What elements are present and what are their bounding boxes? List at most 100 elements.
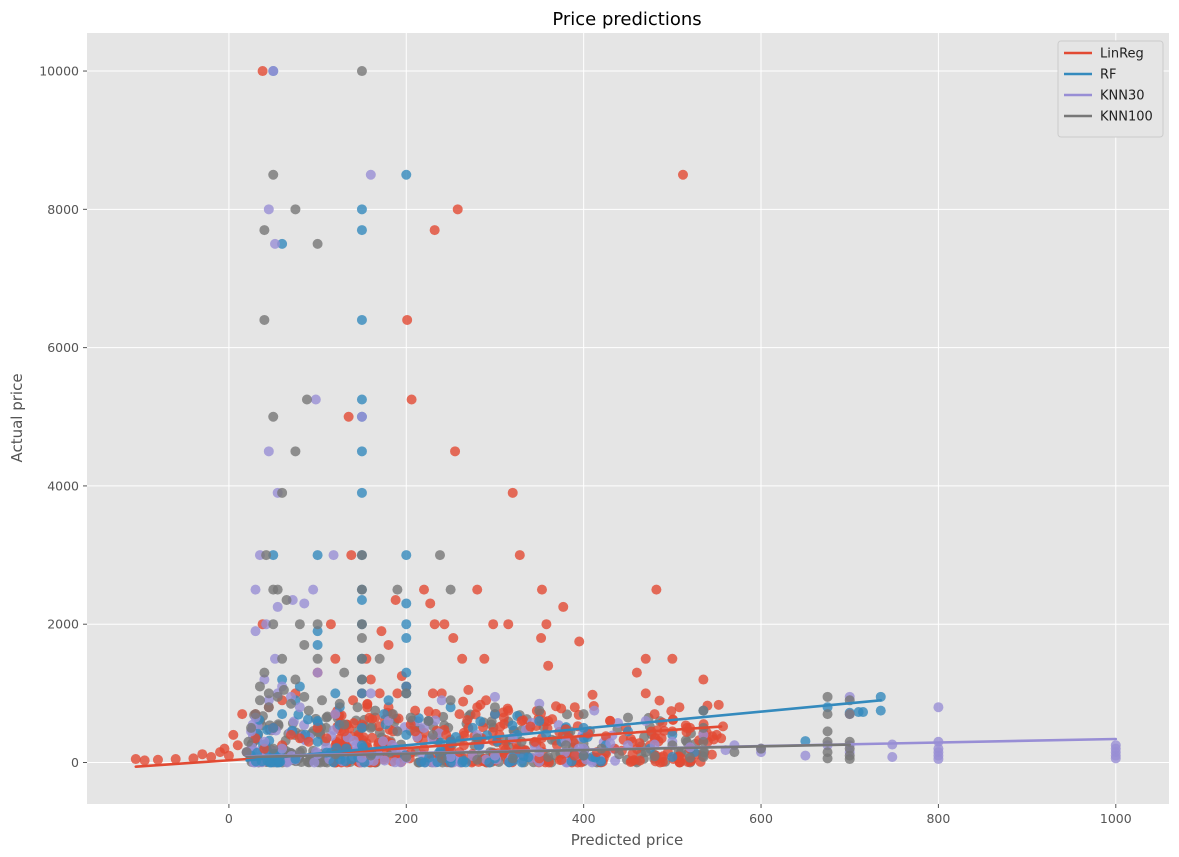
x-tick-label: 600 [749, 811, 773, 826]
scatter-point-linreg [488, 619, 499, 630]
scatter-point [666, 706, 677, 717]
scatter-point-linreg [419, 584, 430, 595]
scatter-point-rf [312, 550, 323, 561]
scatter-point-linreg [631, 667, 642, 678]
scatter-point-knn100 [278, 684, 289, 695]
scatter-point [413, 713, 424, 724]
scatter-point-knn30 [268, 66, 279, 77]
scatter-point-linreg [587, 689, 598, 700]
scatter-point-knn100 [434, 550, 445, 561]
scatter-point-knn30 [272, 601, 283, 612]
scatter-point-linreg [383, 639, 394, 650]
x-tick-label: 800 [926, 811, 950, 826]
scatter-point-linreg [439, 619, 450, 630]
scatter-point-linreg [257, 66, 268, 77]
scatter-point-knn30 [356, 411, 367, 422]
scatter-point-knn100 [339, 667, 350, 678]
scatter-point-knn30 [270, 653, 281, 664]
scatter-point-linreg [376, 626, 387, 637]
scatter-point-knn100 [259, 667, 270, 678]
y-axis-title: Actual price [8, 373, 26, 462]
scatter-point-linreg [188, 753, 199, 764]
scatter-point-knn30 [330, 709, 341, 720]
scatter-point-linreg [405, 719, 416, 730]
scatter-point-knn30 [800, 750, 811, 761]
scatter-point-knn30 [299, 598, 310, 609]
scatter-point-linreg [463, 684, 474, 695]
scatter-point-knn100 [387, 709, 398, 720]
scatter-point [713, 699, 724, 710]
scatter-point-rf [667, 729, 678, 740]
scatter-point-knn100 [290, 204, 301, 215]
scatter-point-knn30 [259, 736, 270, 747]
scatter-point-linreg [402, 314, 413, 325]
scatter-point [627, 749, 638, 760]
scatter-point-rf [268, 722, 279, 733]
scatter-point [389, 757, 400, 768]
scatter-point-knn30 [250, 626, 261, 637]
scatter-point-knn100 [317, 695, 328, 706]
scatter-point-linreg [312, 722, 323, 733]
scatter-point [475, 716, 486, 727]
scatter-point-knn100 [241, 747, 252, 758]
scatter-point [654, 695, 665, 706]
legend-label: KNN30 [1100, 89, 1145, 104]
y-tick-label: 0 [71, 755, 79, 770]
scatter-point-rf [800, 736, 811, 747]
scatter-point-linreg [516, 716, 527, 727]
scatter-point-linreg [425, 598, 436, 609]
scatter-point-knn30 [1110, 740, 1121, 751]
scatter-point-linreg [569, 702, 580, 713]
scatter-point-linreg [649, 709, 660, 720]
trend-line-rf [245, 698, 883, 762]
scatter-point-knn30 [365, 169, 376, 180]
scatter-point-knn30 [605, 738, 616, 749]
scatter-point-linreg [406, 394, 417, 405]
scatter-point-knn100 [698, 736, 709, 747]
scatter-point-rf [356, 722, 367, 733]
scatter-point-knn100 [272, 584, 283, 595]
scatter-point-linreg [574, 636, 585, 647]
scatter-point-linreg [285, 729, 296, 740]
scatter-point-linreg [634, 738, 645, 749]
scatter-point-linreg [325, 619, 336, 630]
scatter-point-knn100 [356, 633, 367, 644]
scatter-point [459, 730, 470, 741]
y-tick-label: 4000 [47, 478, 79, 493]
scatter-point-linreg [536, 584, 547, 595]
scatter-point [379, 755, 390, 766]
scatter-point [706, 749, 717, 760]
scatter-point-linreg [390, 595, 401, 606]
x-tick-label: 1000 [1100, 811, 1132, 826]
scatter-point-knn100 [685, 752, 696, 763]
scatter-point-knn30 [312, 667, 323, 678]
scatter-point-rf [277, 709, 288, 720]
scatter-point-rf [277, 674, 288, 685]
scatter-point-rf [356, 688, 367, 699]
scatter-point-knn100 [445, 584, 456, 595]
scatter-point-knn100 [285, 698, 296, 709]
scatter-point-knn30 [933, 702, 944, 713]
scatter-point-knn100 [392, 584, 403, 595]
scatter-point-knn100 [844, 743, 855, 754]
scatter-point-linreg [674, 702, 685, 713]
scatter-point-rf [875, 705, 886, 716]
scatter-point-knn100 [268, 169, 279, 180]
scatter-point-knn30 [308, 584, 319, 595]
scatter-point-linreg [677, 169, 688, 180]
scatter-point-knn100 [392, 726, 403, 737]
scatter-point-linreg [454, 709, 465, 720]
scatter-point-linreg [429, 225, 440, 236]
scatter-point-knn100 [356, 550, 367, 561]
scatter-point-rf [401, 619, 412, 630]
scatter-point-linreg [481, 695, 492, 706]
scatter-point-rf [277, 238, 288, 249]
scatter-point-knn100 [356, 674, 367, 685]
scatter-point-knn100 [246, 722, 257, 733]
scatter-point-rf [401, 681, 412, 692]
scatter-point-knn100 [436, 753, 447, 764]
scatter-point-rf [312, 716, 323, 727]
